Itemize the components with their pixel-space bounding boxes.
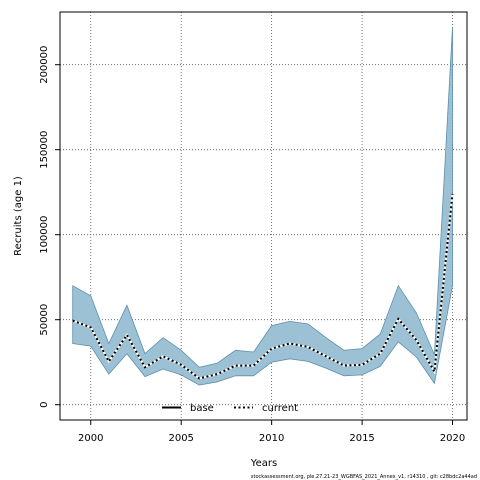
y-tick-label: 100000 [39,216,50,254]
legend-current-label: current [262,403,298,414]
confidence-band [72,27,453,386]
plot-frame [59,11,468,421]
x-tick-label: 2005 [168,433,193,444]
y-axis: 0 50000 100000 150000 200000 [39,46,60,408]
x-tick-label: 2015 [349,433,374,444]
footer-note: stockassessment.org, ple.27.21-23_WGBFAS… [251,474,477,480]
y-tick-label: 50000 [39,304,50,336]
x-axis-title: Years [250,458,277,469]
x-tick-label: 2000 [78,433,103,444]
y-tick-label: 0 [39,402,50,408]
y-tick-label: 200000 [39,46,50,84]
y-axis-title: Recruits (age 1) [13,176,24,256]
y-tick-label: 150000 [39,131,50,169]
x-tick-label: 2010 [259,433,284,444]
legend-base-label: base [190,403,214,414]
x-axis: 2000 2005 2010 2015 2020 [78,420,465,444]
legend: base current [162,403,298,414]
series-current-line [72,193,454,380]
x-tick-label: 2020 [440,433,465,444]
